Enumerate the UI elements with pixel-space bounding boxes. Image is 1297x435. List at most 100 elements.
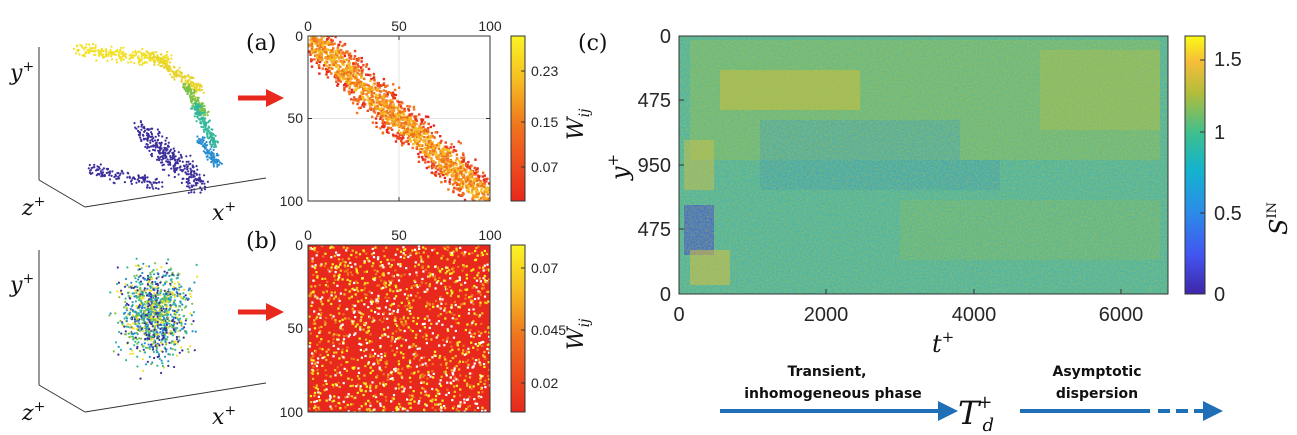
band-cell	[414, 129, 417, 133]
cloud-point	[132, 332, 135, 336]
cloud-point	[173, 329, 176, 332]
cloud-point	[164, 62, 167, 65]
panel-a-tick-marks	[308, 36, 490, 201]
cloud-point	[138, 63, 141, 66]
cloud-point	[163, 168, 166, 171]
speckle-cell	[369, 333, 372, 336]
cloud-point	[78, 53, 81, 56]
speckle-cell	[348, 395, 351, 398]
cloud-point	[155, 349, 158, 352]
band-cell	[476, 184, 479, 187]
speckle-cell	[331, 263, 334, 266]
band-cell	[489, 202, 491, 204]
band-cell	[343, 42, 347, 46]
band-cell	[352, 81, 356, 85]
cloud-point	[200, 88, 204, 92]
cloud-point	[176, 162, 180, 165]
cloud-point	[128, 311, 132, 314]
band-cell	[411, 146, 414, 150]
cloud-point	[167, 364, 170, 367]
speckle-cell	[321, 296, 324, 299]
speckle-cell	[405, 288, 408, 291]
band-cell	[344, 77, 347, 80]
speckle-cell	[309, 332, 312, 335]
speckle-cell	[397, 371, 400, 374]
cloud-point	[166, 148, 169, 151]
speckle-cell	[372, 317, 375, 320]
speckle-cell	[322, 384, 325, 387]
cloud-point	[216, 140, 219, 143]
band-cell	[337, 52, 341, 55]
band-cell	[487, 190, 490, 194]
cloud-point	[213, 139, 216, 142]
cloud-point	[139, 325, 142, 328]
band-cell	[349, 71, 352, 75]
speckle-cell	[475, 279, 479, 282]
band-cell	[444, 158, 447, 161]
speckle-cell	[476, 348, 479, 351]
band-cell	[426, 135, 429, 139]
band-cell	[361, 83, 364, 87]
band-cell	[396, 120, 400, 123]
band-cell	[353, 96, 356, 99]
speckle-cell	[484, 330, 487, 333]
speckle-cell	[330, 317, 333, 320]
band-cell	[419, 137, 422, 141]
cloud-point	[134, 289, 137, 292]
cloud-point	[116, 282, 119, 286]
cloud-point	[163, 148, 166, 151]
band-cell	[302, 45, 304, 47]
speckle-cell	[336, 284, 339, 287]
cloud-point	[125, 359, 128, 362]
cloud-point	[189, 345, 192, 348]
band-cell	[382, 82, 386, 85]
cloud-point	[177, 288, 180, 291]
cloud-point	[131, 349, 134, 352]
cloud-point	[103, 173, 106, 177]
cloud-point	[150, 127, 153, 130]
cloud-point	[154, 280, 157, 284]
band-cell	[349, 83, 352, 86]
speckle-cell	[325, 290, 328, 293]
band-cell	[456, 188, 459, 191]
speckle-cell	[454, 318, 457, 321]
band-cell	[436, 168, 440, 171]
cloud-point	[165, 343, 168, 346]
band-cell	[463, 168, 466, 171]
cloud-point	[143, 320, 146, 323]
band-cell	[485, 203, 487, 205]
speckle-cell	[377, 297, 380, 300]
cloud-point	[123, 181, 126, 184]
band-cell	[424, 132, 428, 135]
speckle-cell	[425, 290, 428, 293]
cloud-point	[137, 341, 140, 344]
cloud-point	[200, 125, 203, 128]
cloud-point	[198, 87, 201, 90]
speckle-cell	[483, 382, 486, 386]
band-cell	[376, 114, 379, 117]
band-cell	[439, 175, 442, 178]
cloud-point	[198, 173, 201, 176]
speckle-cell	[371, 247, 374, 250]
band-cell	[330, 60, 333, 63]
band-cell	[413, 120, 416, 123]
band-cell	[427, 160, 430, 164]
cloud-point	[191, 160, 194, 163]
cloud-point	[184, 171, 187, 174]
band-cell	[413, 116, 417, 119]
band-cell	[341, 51, 345, 54]
band-cell	[431, 135, 434, 138]
speckle-cell	[425, 338, 428, 341]
band-cell	[480, 188, 483, 191]
band-cell	[438, 158, 441, 161]
band-cell	[337, 43, 341, 46]
band-cell	[384, 105, 387, 109]
band-cell	[371, 121, 375, 124]
speckle-cell	[415, 365, 418, 368]
cloud-point	[176, 166, 179, 170]
band-cell	[428, 143, 431, 146]
band-cell	[417, 155, 421, 159]
cloud-point	[214, 141, 217, 144]
speckle-cell	[332, 281, 335, 285]
band-cell	[336, 48, 339, 51]
